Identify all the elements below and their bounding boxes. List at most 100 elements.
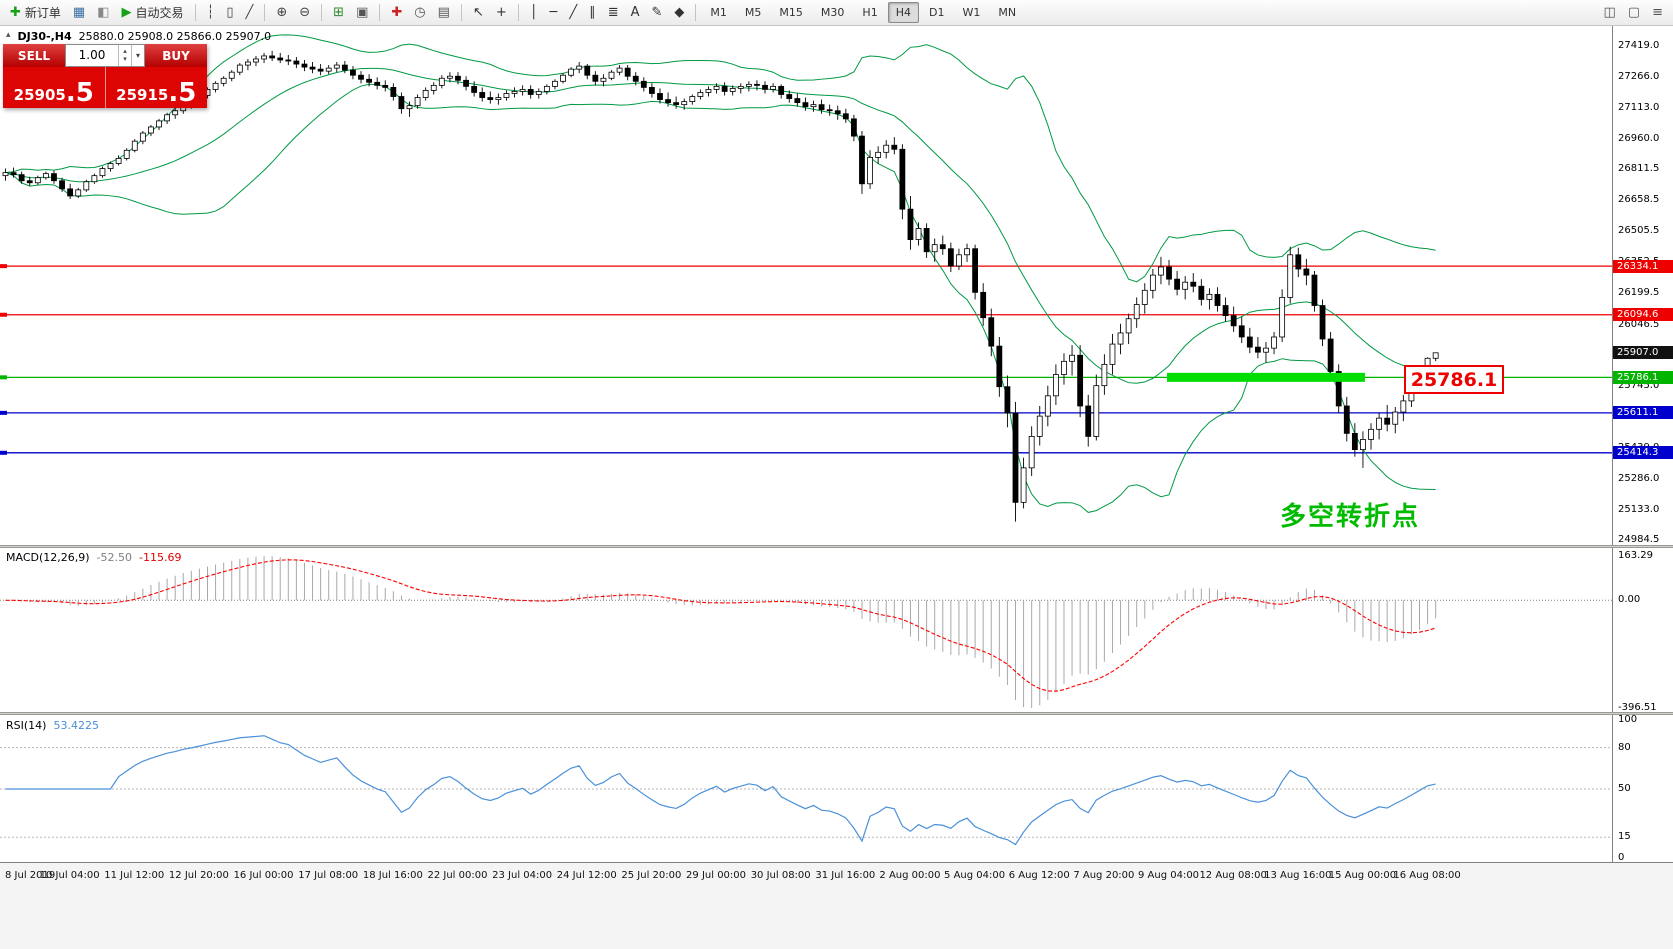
sell-button[interactable]: SELL [3, 44, 65, 67]
periods-icon: ◷ [414, 5, 426, 20]
zoom-out-button[interactable]: ⊖ [294, 2, 315, 23]
tf-h1-button[interactable]: H1 [854, 2, 885, 23]
channel-button[interactable]: ∥ [584, 2, 601, 23]
cursor-button[interactable]: ↖ [468, 2, 489, 23]
horizontal-line-button[interactable]: ─ [545, 2, 563, 23]
candlestick-chart-button[interactable]: ▯ [221, 2, 238, 23]
sell-price-main: 25905 [13, 86, 66, 104]
tf-m1-button[interactable]: M1 [702, 2, 735, 23]
price-axis[interactable]: 27419.0 27266.0 27113.0 26960.0 26811.5 26658… [1612, 26, 1673, 863]
oneclick-collapse-icon[interactable]: ▴ [6, 30, 11, 40]
axis-tick-label: 0.00 [1618, 594, 1641, 606]
zoom-out-icon: ⊖ [299, 5, 311, 20]
trendline-button[interactable]: ╱ [564, 2, 582, 23]
spinner-up-icon[interactable]: ▴ [123, 46, 127, 55]
candlestick-chart-icon: ▯ [226, 5, 234, 20]
horizontal-line-icon: ─ [549, 5, 558, 20]
axis-tick-label: -396.51 [1618, 701, 1657, 713]
volume-dropdown-icon[interactable]: ▾ [131, 45, 144, 66]
tf-m5-button[interactable]: M5 [737, 2, 770, 23]
support-highlight-segment[interactable] [1167, 372, 1365, 382]
periods-button[interactable]: ◷ [409, 2, 430, 23]
axis-tick-label: 26811.5 [1618, 163, 1660, 175]
spinner-down-icon[interactable]: ▾ [123, 54, 127, 63]
volume-value[interactable]: 1.00 [78, 48, 106, 62]
profiles-button[interactable]: ◧ [92, 2, 114, 23]
zoom-in-button[interactable]: ⊕ [271, 2, 292, 23]
hline-anchor [0, 264, 7, 269]
turning-point-annotation[interactable]: 多空转折点 [1280, 502, 1421, 532]
toolbar-separator [517, 4, 519, 21]
macd-panel-canvas[interactable] [0, 548, 1612, 712]
fibonacci-button[interactable]: ≣ [603, 2, 624, 23]
hline-anchor [0, 450, 7, 455]
charts-window-button[interactable]: ▦ [68, 2, 90, 23]
hline-anchor [0, 312, 7, 317]
time-tick-label: 18 Jul 16:00 [362, 870, 423, 881]
tf-d1-button[interactable]: D1 [921, 2, 952, 23]
time-tick-label: 25 Jul 20:00 [621, 870, 682, 881]
price-marker-25786.1: 25786.1 [1613, 370, 1673, 384]
tf-w1-button[interactable]: W1 [954, 2, 988, 23]
macd-histogram [13, 555, 1437, 708]
tf-m5-button-label: M5 [744, 6, 762, 19]
crosshair-button[interactable]: + [491, 2, 512, 23]
toolbar-separator [194, 4, 196, 21]
shapes-button[interactable]: ◆ [669, 2, 689, 23]
zoom-in-icon: ⊕ [276, 5, 288, 20]
new-order-button[interactable]: ✚ 新订单 [5, 2, 66, 23]
axis-tick-label: 25133.0 [1618, 503, 1660, 515]
tf-m30-button-label: M30 [820, 6, 845, 19]
axis-tick-label: 100 [1618, 714, 1638, 725]
autotrading-button[interactable]: ▶ 自动交易 [117, 2, 189, 23]
menu-button[interactable]: ≡ [1647, 2, 1668, 23]
rsi-value: 53.4225 [53, 719, 99, 732]
time-tick-label: 2 Aug 00:00 [879, 870, 941, 881]
axis-tick-label: 27419.0 [1618, 40, 1660, 51]
rsi-panel-splitter[interactable] [0, 712, 1673, 715]
support-price-callout[interactable]: 25786.1 [1404, 365, 1504, 394]
bollinger-lower-band [5, 83, 1436, 513]
tf-mn-button[interactable]: MN [990, 2, 1024, 23]
one-click-trading-panel: SELL 1.00 ▴ ▾ ▾ BUY 25905 .5 25915 .5 [3, 44, 207, 108]
macd-panel-splitter[interactable] [0, 545, 1673, 548]
volume-field[interactable]: 1.00 ▴ ▾ ▾ [65, 44, 145, 67]
tf-m15-button-label: M15 [779, 6, 803, 19]
dock-button[interactable]: ▢ [1623, 2, 1645, 23]
time-tick-label: 5 Aug 04:00 [944, 870, 1006, 881]
tf-m15-button[interactable]: M15 [771, 2, 811, 23]
macd-indicator-label: MACD(12,26,9) -52.50 -115.69 [6, 551, 181, 564]
tile-windows-button[interactable]: ⊞ [328, 2, 349, 23]
indicators-button[interactable]: ✚ [386, 2, 407, 23]
bars-chart-button[interactable]: ┆ [202, 2, 220, 23]
bollinger-middle-band [5, 67, 1436, 384]
price-chart-canvas[interactable] [0, 26, 1612, 545]
tf-h4-button[interactable]: H4 [887, 2, 919, 23]
text-button[interactable]: A [626, 2, 645, 23]
buy-button[interactable]: BUY [145, 44, 207, 67]
tf-h1-button-label: H1 [862, 6, 878, 19]
line-chart-button[interactable]: ╱ [241, 2, 259, 23]
rsi-panel-canvas[interactable] [0, 715, 1612, 862]
cascade-windows-button[interactable]: ▣ [351, 2, 373, 23]
rsi-indicator-label: RSI(14) 53.4225 [6, 719, 99, 732]
time-tick-label: 23 Jul 04:00 [492, 870, 553, 881]
sell-price[interactable]: 25905 .5 [3, 67, 105, 108]
volume-spinner[interactable]: ▴ ▾ [118, 45, 131, 66]
templates-button[interactable]: ▤ [433, 2, 455, 23]
templates-icon: ▤ [437, 5, 450, 20]
symbol-period-label: DJ30-,H4 [17, 30, 72, 43]
tf-w1-button-label: W1 [962, 6, 981, 19]
tf-d1-button-label: D1 [928, 6, 945, 19]
profiles-icon: ◧ [97, 5, 110, 20]
buy-price[interactable]: 25915 .5 [106, 67, 208, 108]
chart-shift-button[interactable]: ◫ [1599, 2, 1621, 23]
arrow-label-button[interactable]: ✎ [647, 2, 668, 23]
time-axis[interactable]: 8 Jul 2019 10 Jul 04:00 11 Jul 12:00 12 Jul… [0, 862, 1673, 949]
axis-tick-label: 25286.0 [1618, 472, 1660, 484]
tf-m30-button[interactable]: M30 [813, 2, 853, 23]
axis-tick-label: 24984.5 [1618, 534, 1660, 545]
axis-tick-label: 26658.5 [1618, 194, 1660, 206]
time-tick-label: 29 Jul 00:00 [686, 870, 747, 881]
vertical-line-button[interactable]: │ [525, 2, 543, 23]
